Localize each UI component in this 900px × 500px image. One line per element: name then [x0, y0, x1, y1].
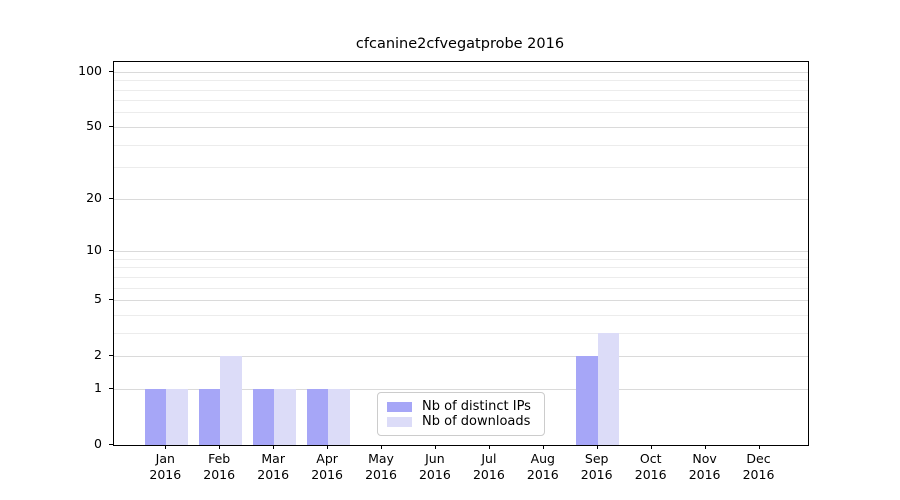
x-tick-label-oct: Oct 2016: [634, 451, 667, 482]
bar-distinct-ips-feb: [198, 388, 221, 445]
x-tick-mark: [219, 445, 221, 449]
legend: Nb of distinct IPs Nb of downloads: [377, 392, 545, 436]
x-tick-label-dec: Dec 2016: [742, 451, 775, 482]
x-tick-mark: [704, 445, 706, 449]
x-tick-label-apr: Apr 2016: [311, 451, 343, 482]
gridline-minor: [114, 100, 808, 102]
gridline-minor: [114, 258, 808, 260]
bar-distinct-ips-apr: [306, 388, 329, 445]
y-tick-mark: [109, 444, 113, 445]
gridline-major: [114, 71, 808, 73]
x-tick-label-may: May 2016: [365, 451, 397, 482]
gridline-major: [114, 126, 808, 128]
gridline-minor: [114, 89, 808, 91]
y-tick-mark: [109, 250, 113, 251]
legend-row-distinct-ips: Nb of distinct IPs: [387, 399, 535, 414]
bar-downloads-sep: [597, 332, 620, 445]
x-tick-mark: [434, 445, 436, 449]
gridline-minor: [114, 267, 808, 269]
gridline-minor: [114, 80, 808, 82]
plot-area: Nb of distinct IPs Nb of downloads: [113, 61, 809, 446]
y-tick-mark: [109, 387, 113, 389]
x-tick-mark: [596, 445, 598, 449]
gridline-minor: [114, 287, 808, 289]
x-tick-label-aug: Aug 2016: [526, 451, 559, 482]
x-tick-label-sep: Sep 2016: [580, 451, 613, 482]
x-tick-label-jul: Jul 2016: [472, 451, 505, 482]
legend-label-distinct-ips: Nb of distinct IPs: [422, 399, 531, 414]
y-tick-label: 100: [78, 62, 102, 78]
x-tick-label-mar: Mar 2016: [257, 451, 290, 482]
bar-downloads-apr: [328, 388, 350, 445]
gridline-major: [114, 198, 808, 200]
y-tick-mark: [109, 197, 113, 199]
y-tick-label: 50: [86, 117, 102, 133]
gridline-minor: [114, 167, 808, 169]
bar-downloads-feb: [220, 356, 242, 445]
y-tick-label: 5: [94, 291, 102, 306]
bar-distinct-ips-mar: [252, 388, 275, 445]
x-tick-mark: [758, 445, 760, 449]
x-tick-mark: [542, 445, 544, 449]
gridline-major: [114, 388, 808, 390]
y-tick-mark: [109, 70, 113, 72]
y-tick-mark: [109, 299, 113, 300]
legend-label-downloads: Nb of downloads: [422, 414, 531, 429]
x-tick-mark: [488, 445, 490, 449]
gridline-minor: [114, 314, 808, 316]
y-tick-label: 20: [86, 189, 102, 205]
bar-distinct-ips-sep: [576, 356, 598, 445]
y-tick-mark: [109, 355, 113, 357]
bar-downloads-mar: [274, 388, 296, 445]
x-tick-mark: [165, 445, 167, 449]
y-tick-label: 10: [86, 242, 102, 257]
gridline-major: [114, 356, 808, 358]
x-tick-label-jan: Jan 2016: [149, 451, 182, 482]
bar-distinct-ips-jan: [144, 388, 167, 445]
y-tick-label: 2: [94, 347, 102, 363]
gridline-minor: [114, 276, 808, 278]
bar-downloads-jan: [166, 388, 188, 445]
y-tick-mark: [109, 125, 113, 127]
x-tick-mark: [381, 445, 382, 449]
gridline-minor: [114, 332, 808, 334]
legend-row-downloads: Nb of downloads: [387, 414, 535, 429]
x-tick-label-feb: Feb 2016: [203, 451, 236, 482]
y-tick-label: 1: [94, 379, 102, 395]
chart-title: cfcanine2cfvegatprobe 2016: [355, 36, 565, 52]
legend-swatch-downloads: [387, 416, 412, 427]
x-tick-mark: [650, 445, 652, 449]
gridline-minor: [114, 144, 808, 146]
gridline-major: [114, 300, 808, 301]
x-tick-label-jun: Jun 2016: [418, 451, 451, 482]
gridline-minor: [114, 112, 808, 114]
legend-swatch-distinct-ips: [387, 401, 412, 412]
x-tick-label-nov: Nov 2016: [688, 451, 721, 482]
x-tick-mark: [273, 445, 275, 449]
x-tick-mark: [327, 445, 329, 449]
y-tick-label: 0: [94, 436, 102, 451]
gridline-major: [114, 251, 808, 252]
